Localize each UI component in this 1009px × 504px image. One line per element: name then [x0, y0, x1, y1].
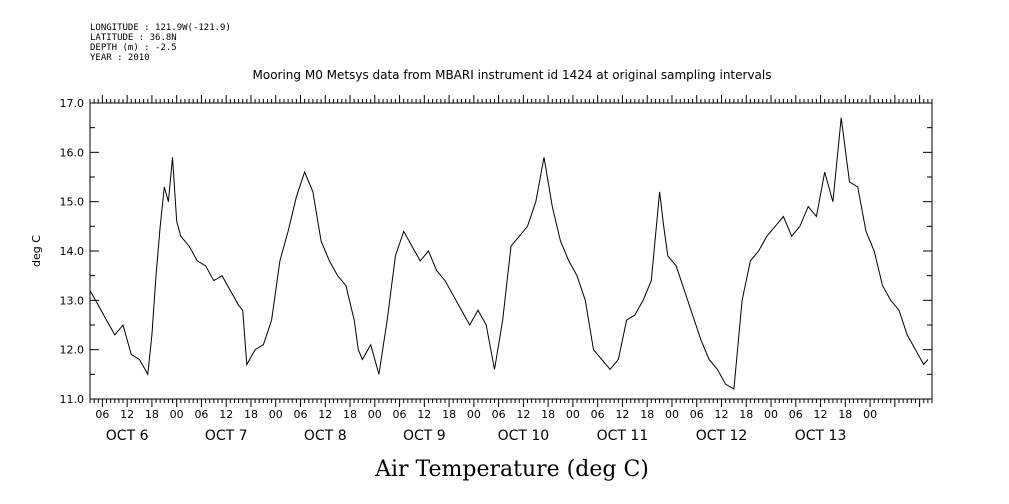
x-tick-label: 06: [194, 408, 208, 421]
year-label: YEAR : 2010: [90, 53, 150, 63]
plot-frame: [89, 102, 933, 400]
x-tick-label: 00: [170, 408, 184, 421]
x-tick-label: 00: [368, 408, 382, 421]
x-date-label: OCT 10: [498, 428, 550, 444]
x-tick-label: 12: [120, 408, 134, 421]
series-layer: [89, 117, 929, 390]
longitude-label: LONGITUDE : 121.9W(-121.9): [90, 23, 231, 33]
x-tick-label: 06: [95, 408, 109, 421]
x-tick-label: 06: [591, 408, 605, 421]
x-date-label: OCT 6: [106, 428, 149, 444]
x-tick-label: 00: [566, 408, 580, 421]
y-axis-label: deg C: [30, 235, 43, 267]
y-tick-label: 15.0: [60, 196, 85, 209]
x-tick-label: 12: [615, 408, 629, 421]
latitude-label: LATITUDE : 36.8N: [90, 33, 177, 43]
x-tick-label: 12: [417, 408, 431, 421]
depth-label: DEPTH (m) : -2.5: [90, 43, 177, 53]
x-tick-label: 12: [814, 408, 828, 421]
y-axis: 11.0 12.0 13.0 14.0 15.0 16.0 17.0: [60, 97, 932, 406]
x-axis-label: Air Temperature (deg C): [374, 457, 649, 482]
x-tick-label: 18: [640, 408, 654, 421]
x-tick-label: 18: [244, 408, 258, 421]
y-tick-label: 13.0: [60, 294, 85, 307]
x-tick-label: 12: [219, 408, 233, 421]
x-tick-label: 00: [269, 408, 283, 421]
x-tick-label: 00: [665, 408, 679, 421]
x-tick-label: 06: [393, 408, 407, 421]
y-tick-label: 11.0: [60, 393, 85, 406]
chart-title: Mooring M0 Metsys data from MBARI instru…: [253, 68, 772, 82]
x-date-label: OCT 7: [205, 428, 248, 444]
x-tick-label: 18: [145, 408, 159, 421]
x-tick-label: 06: [492, 408, 506, 421]
x-tick-label: 12: [516, 408, 530, 421]
y-tick-label: 17.0: [60, 97, 85, 110]
y-tick-label: 12.0: [60, 344, 85, 357]
y-tick-label: 16.0: [60, 146, 85, 159]
x-tick-label: 12: [318, 408, 332, 421]
x-tick-label: 12: [715, 408, 729, 421]
x-tick-label: 18: [442, 408, 456, 421]
x-date-label: OCT 11: [597, 428, 649, 444]
x-tick-label: 00: [764, 408, 778, 421]
x-tick-label: 06: [690, 408, 704, 421]
x-date-label: OCT 12: [696, 428, 748, 444]
x-tick-label: 18: [739, 408, 753, 421]
y-tick-label: 14.0: [60, 245, 85, 258]
x-tick-label: 06: [294, 408, 308, 421]
x-tick-label: 18: [541, 408, 555, 421]
series-line: [89, 117, 929, 390]
x-date-label: OCT 9: [403, 428, 446, 444]
x-tick-label: 18: [343, 408, 357, 421]
x-date-label: OCT 13: [795, 428, 847, 444]
x-tick-label: 00: [863, 408, 877, 421]
x-axis: 06 12 18 00 06 12 18 00 06 12 18 00 06 12 18 00 06 12 18 00…: [89, 95, 933, 444]
x-tick-label: 06: [789, 408, 803, 421]
x-tick-label: 00: [467, 408, 481, 421]
x-date-label: OCT 8: [304, 428, 347, 444]
x-tick-label: 18: [838, 408, 852, 421]
